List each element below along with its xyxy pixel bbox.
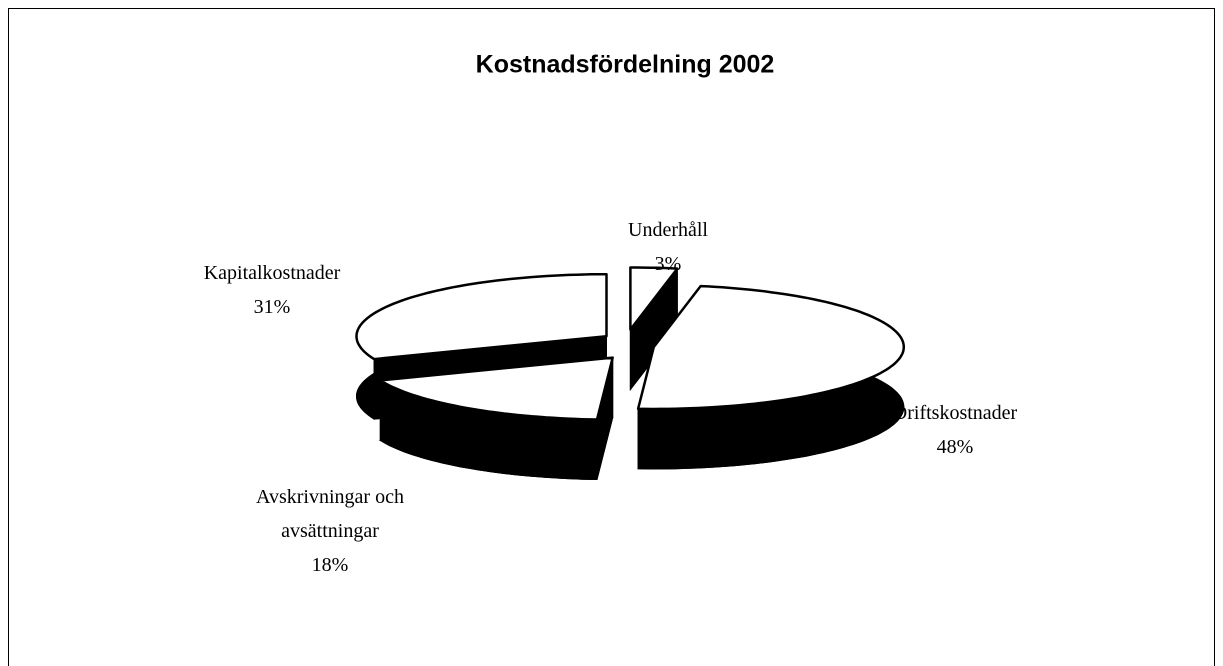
data-label: Underhåll 3% — [598, 213, 738, 281]
pie-slice — [629, 266, 679, 331]
label-value: 18% — [311, 554, 349, 576]
data-label: Avskrivningar och avsättningar 18% — [230, 480, 430, 582]
data-label: Kapitalkostnader 31% — [172, 256, 372, 324]
chart-border — [8, 8, 1215, 666]
pie-slice — [379, 356, 614, 421]
slice — [636, 284, 906, 470]
chart-title: Kostnadsfördelning 2002 — [476, 51, 775, 79]
slice — [629, 266, 679, 391]
label-value: 48% — [936, 436, 974, 458]
label-value: 3% — [654, 253, 682, 275]
label-value: 31% — [253, 296, 291, 318]
pie-slice — [636, 284, 906, 411]
label-name: Underhåll — [628, 219, 708, 241]
slice — [378, 356, 614, 481]
label-name: Driftskostnader — [892, 402, 1018, 424]
data-label: Driftskostnader 48% — [855, 396, 1055, 464]
label-name: Kapitalkostnader — [203, 262, 341, 284]
pie-slice — [355, 272, 608, 361]
label-name: Avskrivningar och avsättningar — [256, 486, 404, 542]
